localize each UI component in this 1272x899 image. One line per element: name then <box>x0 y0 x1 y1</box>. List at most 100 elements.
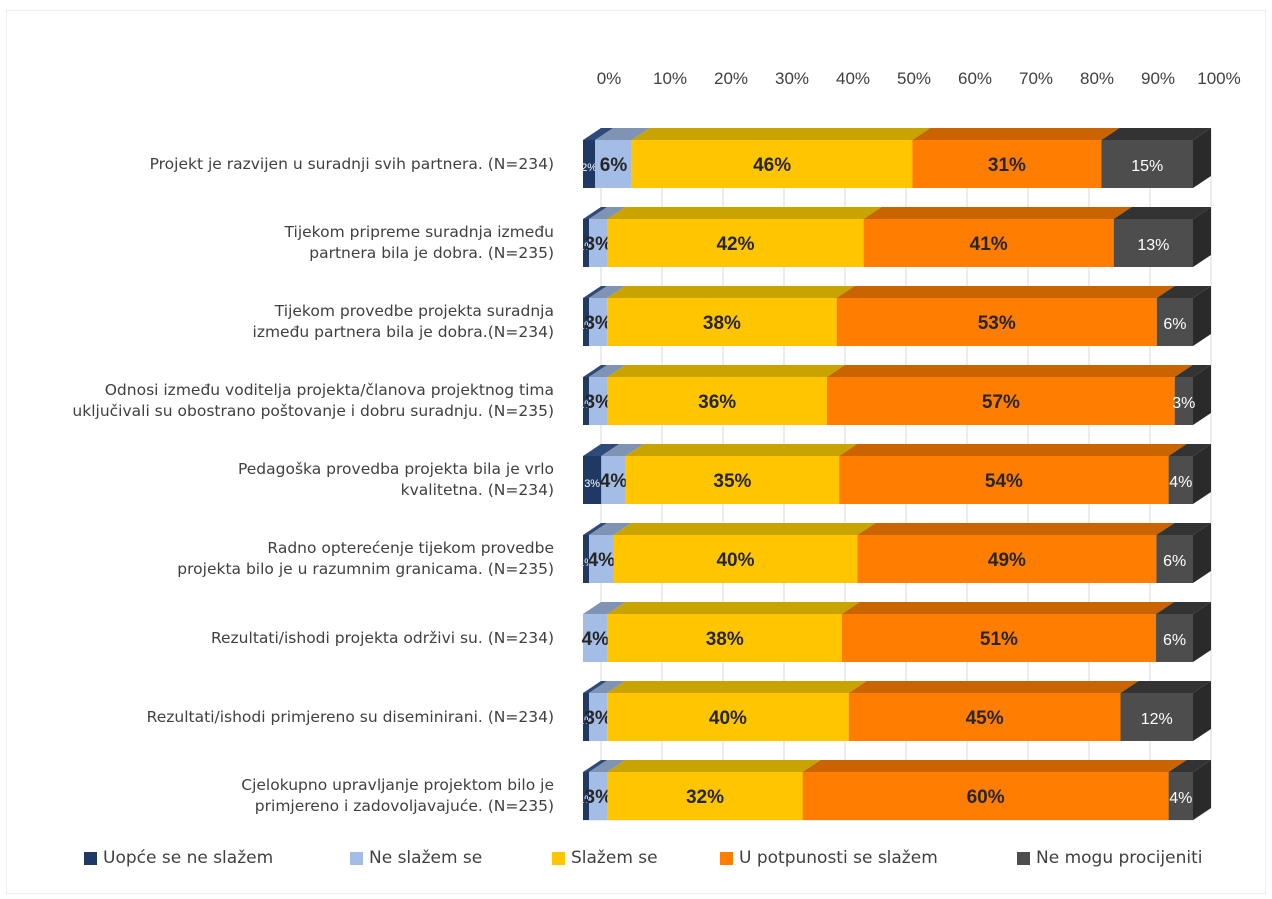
data-label: 15% <box>1131 158 1163 175</box>
data-label: 35% <box>713 471 751 492</box>
legend-label: Ne slažem se <box>369 848 483 868</box>
bar-segment <box>589 219 608 267</box>
data-label: 42% <box>716 234 754 255</box>
data-label: 38% <box>703 313 741 334</box>
bar-segment <box>1168 456 1193 504</box>
x-tick-label: 0% <box>597 69 622 88</box>
bar-segment <box>1174 377 1193 425</box>
bar-top-face <box>1156 523 1211 535</box>
bar-segment <box>607 614 842 662</box>
data-label: 40% <box>709 708 747 729</box>
category-label: Odnosi između voditelja projekta/članova… <box>72 381 554 420</box>
bar-top-face <box>589 523 632 535</box>
bar-segment <box>802 772 1169 820</box>
bar-top-face <box>589 286 626 298</box>
bar-segment <box>583 298 590 346</box>
bar-segment <box>583 456 602 504</box>
data-label: 4% <box>600 471 628 492</box>
data-label: 3% <box>585 392 613 413</box>
bar-segment <box>589 298 608 346</box>
data-label: 4% <box>1169 474 1192 491</box>
bar-top-face <box>631 128 931 140</box>
data-label: 4% <box>588 550 616 571</box>
bar-top-face <box>607 681 867 693</box>
category-label: Projekt je razvijen u suradnji svih part… <box>149 154 554 173</box>
bar-segment <box>841 614 1157 662</box>
legend-item: Ne slažem se <box>350 848 482 868</box>
bar-top-face <box>607 365 845 377</box>
bar-top-face <box>1156 286 1211 298</box>
legend-swatch <box>1017 851 1030 865</box>
bar-top-face <box>583 760 608 772</box>
bar-segment <box>912 140 1102 188</box>
bar-segment <box>589 772 608 820</box>
data-label: 57% <box>982 392 1020 413</box>
category-label: Pedagoška provedba projekta bila je vrlo… <box>237 460 554 499</box>
bar-segment <box>848 693 1121 741</box>
bar-side-face <box>1193 602 1211 662</box>
bar-segment <box>583 140 596 188</box>
bar-top-face <box>589 207 626 219</box>
legend-label: Uopće se ne slažem <box>103 848 274 868</box>
bar-segment <box>631 140 913 188</box>
category-label: Rezultati/ishodi primjereno su diseminir… <box>146 707 554 726</box>
bar-segment <box>589 377 608 425</box>
bar-side-face <box>1193 760 1211 820</box>
bar-top-face <box>827 365 1193 377</box>
legend-item: Slažem se <box>552 848 658 868</box>
data-label: 3% <box>585 787 613 808</box>
category-label: Rezultati/ishodi projekta održivi su. (N… <box>210 628 554 647</box>
legend-label: Ne mogu procijeniti <box>1036 848 1203 868</box>
bar-segment <box>839 456 1169 504</box>
bar-side-face <box>1193 523 1211 583</box>
bar-side-face <box>1193 681 1211 741</box>
bar-segment <box>607 219 864 267</box>
bar-top-face <box>583 444 620 456</box>
bar-top-face <box>583 681 608 693</box>
bar-top-face <box>836 286 1175 298</box>
x-tick-label: 10% <box>653 69 687 88</box>
bar-side-face <box>1193 286 1211 346</box>
data-label: 4% <box>1169 790 1192 807</box>
bar-segment <box>1101 140 1193 188</box>
bar-segment <box>1156 298 1193 346</box>
bar-top-face <box>589 365 626 377</box>
legend-item: Ne mogu procijeniti <box>1017 848 1202 868</box>
bar-segment <box>1113 219 1193 267</box>
x-tick-label: 20% <box>714 69 748 88</box>
data-label: 60% <box>967 787 1005 808</box>
bar-segment <box>1156 614 1193 662</box>
bar-top-face <box>607 602 860 614</box>
data-label: 13% <box>1137 237 1169 254</box>
legend-label: Slažem se <box>571 848 658 868</box>
bar-top-face <box>613 523 876 535</box>
bar-segment <box>583 693 590 741</box>
data-label: 6% <box>1163 316 1186 333</box>
data-label: 4% <box>582 629 610 650</box>
bar-top-face <box>1113 207 1211 219</box>
bar-top-face <box>1156 602 1211 614</box>
bar-segment <box>857 535 1157 583</box>
bar-top-face <box>1101 128 1211 140</box>
bar-segment <box>1120 693 1193 741</box>
category-label: Radno opterećenje tijekom provedbe proje… <box>177 539 554 578</box>
data-label: 54% <box>985 471 1023 492</box>
category-label: Tijekom provedbe projekta suradnja izmeđ… <box>252 302 554 341</box>
x-tick-label: 80% <box>1080 69 1114 88</box>
x-tick-label: 100% <box>1197 69 1240 88</box>
data-label: 6% <box>600 155 628 176</box>
bar-top-face <box>1120 681 1211 693</box>
bar-segment <box>607 377 827 425</box>
category-label: Cjelokupno upravljanje projektom bilo je… <box>241 776 554 815</box>
bar-top-face <box>583 365 608 377</box>
bar-top-face <box>839 444 1187 456</box>
bar-segment <box>583 535 590 583</box>
legend-item: Uopće se ne slažem <box>84 848 273 868</box>
data-label: 51% <box>980 629 1018 650</box>
bar-segment <box>607 693 849 741</box>
data-label: 41% <box>970 234 1008 255</box>
legend-swatch <box>84 851 97 865</box>
bar-side-face <box>1193 444 1211 504</box>
x-tick-label: 40% <box>836 69 870 88</box>
bar-segment <box>583 377 590 425</box>
